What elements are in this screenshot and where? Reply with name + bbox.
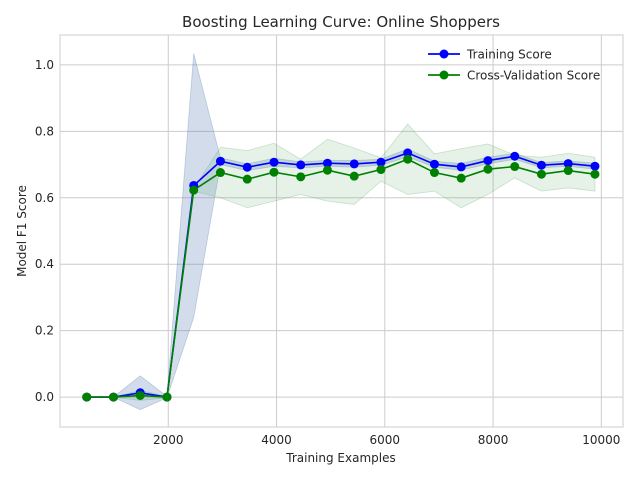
x-tick-label: 10000 bbox=[582, 433, 620, 447]
cv-score-point bbox=[135, 390, 145, 400]
legend: Training Score Cross-Validation Score bbox=[428, 48, 600, 83]
cv-score-point bbox=[456, 173, 466, 183]
legend-cv-label: Cross-Validation Score bbox=[467, 69, 600, 83]
y-tick-label: 0.8 bbox=[35, 124, 54, 138]
training-score-point bbox=[349, 159, 359, 169]
cv-score-point bbox=[483, 164, 493, 174]
cv-score-point bbox=[242, 174, 252, 184]
x-tick-label: 4000 bbox=[261, 433, 292, 447]
training-score-point bbox=[376, 157, 386, 167]
cv-score-point bbox=[536, 169, 546, 179]
cv-score-point bbox=[510, 162, 520, 172]
training-score-point bbox=[296, 160, 306, 170]
chart-title: Boosting Learning Curve: Online Shoppers bbox=[182, 13, 500, 31]
y-tick-label: 1.0 bbox=[35, 58, 54, 72]
cv-score-point bbox=[215, 168, 225, 178]
cv-score-point bbox=[189, 185, 199, 195]
grid-lines bbox=[60, 35, 623, 427]
training-score-point bbox=[215, 156, 225, 166]
training-score-point bbox=[269, 157, 279, 167]
series-points bbox=[82, 148, 600, 402]
x-tick-label: 6000 bbox=[370, 433, 401, 447]
y-tick-label: 0.2 bbox=[35, 324, 54, 338]
x-tick-label: 2000 bbox=[153, 433, 184, 447]
training-score-point bbox=[536, 160, 546, 170]
cv-score-point bbox=[108, 392, 118, 402]
cv-score-point bbox=[376, 165, 386, 175]
cv-score-point bbox=[322, 165, 332, 175]
y-axis-label: Model F1 Score bbox=[15, 185, 29, 277]
cv-score-point bbox=[162, 392, 172, 402]
training-score-band bbox=[86, 53, 596, 411]
x-axis-label: Training Examples bbox=[285, 451, 395, 465]
y-tick-label: 0.6 bbox=[35, 191, 54, 205]
training-score-point bbox=[322, 158, 332, 168]
cv-score-point bbox=[269, 167, 279, 177]
y-tick-label: 0.4 bbox=[35, 257, 54, 271]
training-score-point bbox=[403, 148, 413, 158]
y-tick-label: 0.0 bbox=[35, 390, 54, 404]
legend-training-marker bbox=[439, 49, 449, 59]
cv-score-point bbox=[563, 166, 573, 176]
cv-score-point bbox=[349, 171, 359, 181]
tick-labels: 2000 4000 6000 8000 10000 0.0 0.2 0.4 0.6 0.8 1.0 bbox=[35, 58, 621, 447]
training-score-point bbox=[483, 156, 493, 166]
cv-score-point bbox=[403, 154, 413, 164]
cv-score-point bbox=[82, 392, 92, 402]
x-tick-label: 8000 bbox=[478, 433, 509, 447]
confidence-bands bbox=[86, 53, 596, 411]
training-score-point bbox=[510, 151, 520, 161]
legend-training-label: Training Score bbox=[466, 48, 552, 62]
training-score-point bbox=[563, 159, 573, 169]
training-score-point bbox=[456, 162, 466, 172]
training-score-point bbox=[590, 161, 600, 171]
cv-score-point bbox=[296, 172, 306, 182]
training-score-point bbox=[429, 159, 439, 169]
legend-cv-marker bbox=[439, 70, 449, 80]
training-score-point bbox=[242, 162, 252, 172]
cv-score-point bbox=[429, 168, 439, 178]
plot-frame bbox=[59, 34, 624, 428]
cv-score-point bbox=[590, 169, 600, 179]
